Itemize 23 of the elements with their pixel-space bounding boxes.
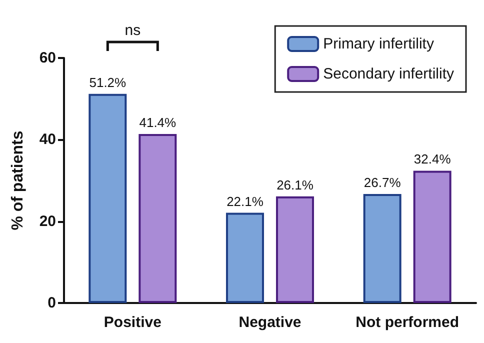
y-tick-label: 40 bbox=[39, 131, 56, 148]
bar bbox=[138, 134, 177, 303]
bar bbox=[276, 196, 314, 303]
x-tick-label: Not performed bbox=[356, 314, 460, 331]
y-tick-label: 20 bbox=[39, 212, 56, 230]
bar bbox=[88, 94, 127, 303]
legend-label: Secondary infertility bbox=[323, 66, 454, 82]
data-label: 22.1% bbox=[226, 194, 264, 209]
bar bbox=[226, 212, 264, 303]
data-label: 26.7% bbox=[364, 174, 402, 190]
y-tick-label: 60 bbox=[39, 50, 56, 66]
data-label: 51.2% bbox=[89, 74, 127, 90]
data-label: 26.1% bbox=[276, 177, 314, 192]
x-tick-label: Positive bbox=[104, 314, 162, 331]
data-label: 32.4% bbox=[414, 152, 452, 167]
y-tick-label: 0 bbox=[48, 294, 56, 312]
bar bbox=[413, 170, 452, 303]
x-tick-label: Negative bbox=[238, 314, 302, 331]
y-axis-title: % of patients bbox=[10, 130, 26, 230]
legend-label: Primary infertility bbox=[323, 36, 434, 52]
text: ns bbox=[124, 22, 141, 39]
data-label: 41.4% bbox=[139, 114, 177, 130]
bar bbox=[363, 194, 402, 303]
